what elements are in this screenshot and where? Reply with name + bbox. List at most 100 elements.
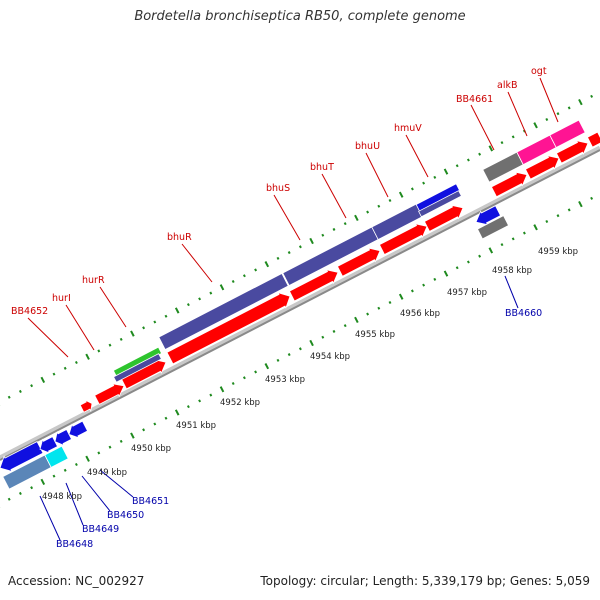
gene-label-bb4649[interactable]: BB4649 xyxy=(82,524,119,535)
tick-mark xyxy=(18,491,22,495)
kbp-label: 4952 kbp xyxy=(220,398,260,408)
gene-feature xyxy=(44,445,69,468)
tick-mark xyxy=(219,284,225,291)
gene-label-ogt[interactable]: ogt xyxy=(531,66,547,77)
gene-feature xyxy=(418,190,462,218)
tick-mark xyxy=(198,399,202,403)
tick-mark xyxy=(443,270,449,277)
tick-mark xyxy=(443,168,449,175)
accession-text: Accession: NC_002927 xyxy=(8,574,145,588)
tick-mark xyxy=(309,237,314,245)
tick-mark xyxy=(108,343,112,347)
gene-label-bb4661[interactable]: BB4661 xyxy=(456,94,493,105)
tick-mark xyxy=(209,393,213,397)
tick-mark xyxy=(164,314,168,318)
tick-mark xyxy=(388,300,392,305)
leader-line xyxy=(65,482,84,526)
leader-line xyxy=(365,152,389,198)
tick-mark xyxy=(119,439,123,443)
tick-mark xyxy=(108,445,112,449)
kbp-labels: 4948 kbp 4949 kbp 4950 kbp 4951 kbp 4952… xyxy=(42,247,578,502)
kbp-label: 4953 kbp xyxy=(265,375,305,385)
kbp-label: 4956 kbp xyxy=(400,309,440,319)
tick-mark xyxy=(567,106,571,110)
tick-mark xyxy=(455,266,459,270)
kbp-label: 4951 kbp xyxy=(176,421,216,431)
tick-mark xyxy=(174,409,180,416)
tick-mark xyxy=(7,395,11,399)
gene-label-bb4660[interactable]: BB4660 xyxy=(505,308,542,319)
tick-mark xyxy=(97,349,101,353)
tick-mark xyxy=(488,145,494,152)
tick-mark xyxy=(567,208,571,212)
tick-mark xyxy=(276,256,280,260)
gene-features xyxy=(0,119,600,490)
leader-line xyxy=(81,475,111,512)
tick-mark xyxy=(298,245,302,249)
leader-line xyxy=(539,77,559,123)
tick-mark xyxy=(85,455,90,462)
gene-label-bhur[interactable]: bhuR xyxy=(167,232,192,243)
tick-mark xyxy=(52,372,56,376)
gene-label-bb4651[interactable]: BB4651 xyxy=(132,496,169,507)
tick-mark xyxy=(209,291,213,295)
tick-mark xyxy=(63,366,67,370)
gene-feature xyxy=(94,383,125,405)
tick-mark xyxy=(219,386,225,393)
tick-mark xyxy=(590,196,594,200)
gene-label-bhut[interactable]: bhuT xyxy=(310,162,334,173)
gene-label-bb4652[interactable]: BB4652 xyxy=(11,306,48,317)
gene-feature xyxy=(336,247,381,277)
map-title: Bordetella bronchiseptica RB50, complete… xyxy=(134,9,466,24)
gene-feature xyxy=(0,441,44,473)
forward-gene-labels: BB4652 hurI hurR bhuR bhuS bhuT bhuU hmu… xyxy=(11,66,547,317)
tick-mark xyxy=(63,468,67,472)
tick-mark xyxy=(511,135,515,139)
gene-label-hmuv[interactable]: hmuV xyxy=(394,123,422,134)
tick-mark xyxy=(466,260,470,264)
genome-summary-text: Topology: circular; Length: 5,339,179 bp… xyxy=(260,574,590,588)
gene-label-bb4648[interactable]: BB4648 xyxy=(56,539,93,550)
gene-label-bhuu[interactable]: bhuU xyxy=(355,141,380,152)
tick-mark xyxy=(500,243,504,247)
tick-mark xyxy=(332,227,336,231)
tick-mark xyxy=(254,268,258,272)
gene-feature xyxy=(555,140,589,164)
gene-label-hurr[interactable]: hurR xyxy=(82,275,105,286)
kbp-label: 4948 kbp xyxy=(42,492,82,502)
gene-feature xyxy=(475,205,502,226)
tick-mark xyxy=(398,191,404,198)
gene-feature xyxy=(476,215,510,240)
tick-mark xyxy=(142,326,146,330)
tick-mark xyxy=(186,303,190,307)
gene-label-bb4650[interactable]: BB4650 xyxy=(107,510,144,521)
gene-label-bhus[interactable]: bhuS xyxy=(266,183,290,194)
tick-mark xyxy=(377,204,381,208)
reverse-tick-track xyxy=(0,196,594,508)
tick-mark xyxy=(74,463,78,467)
gene-label-huri[interactable]: hurI xyxy=(52,293,71,304)
tick-mark xyxy=(478,254,482,258)
gene-label-alkb[interactable]: alkB xyxy=(497,80,517,91)
tick-mark xyxy=(97,451,101,455)
gene-feature xyxy=(158,272,289,351)
tick-mark xyxy=(130,330,135,337)
leader-line xyxy=(321,173,347,219)
kbp-label: 4959 kbp xyxy=(538,247,578,257)
tick-mark xyxy=(85,353,90,360)
tick-mark xyxy=(422,283,426,287)
tick-mark xyxy=(242,376,246,380)
genome-backbone xyxy=(0,145,600,461)
gene-feature xyxy=(549,119,586,149)
kbp-label: 4957 kbp xyxy=(447,288,487,298)
gene-feature xyxy=(378,223,428,256)
tick-mark xyxy=(142,428,146,432)
tick-mark xyxy=(287,251,291,255)
tick-mark xyxy=(119,337,123,341)
tick-mark xyxy=(174,307,180,314)
leader-line xyxy=(181,243,213,283)
gene-feature xyxy=(288,269,339,302)
tick-mark xyxy=(264,261,270,268)
tick-mark xyxy=(478,152,482,156)
